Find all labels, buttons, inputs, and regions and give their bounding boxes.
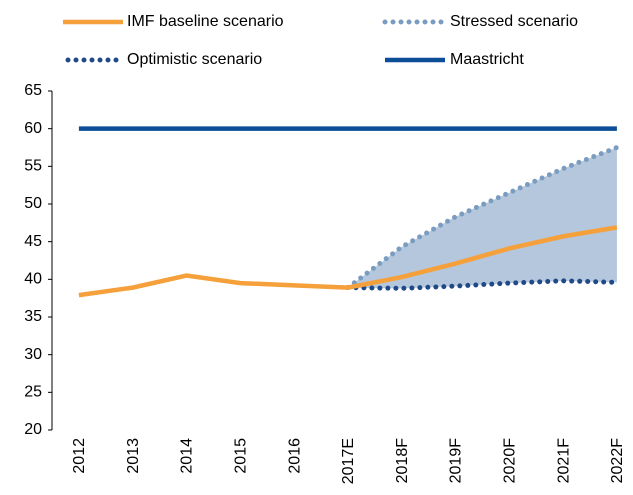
- x-tick-label: 2015: [233, 438, 250, 474]
- x-tick-label: 2012: [71, 438, 88, 474]
- x-tick-label: 2022F: [609, 438, 626, 484]
- range-band: [347, 147, 617, 289]
- x-tick-label: 2016: [286, 438, 303, 474]
- series-line: [345, 145, 620, 291]
- y-tick-label: 30: [24, 346, 42, 363]
- series-line: [345, 278, 620, 291]
- legend-label: Maastricht: [450, 51, 524, 68]
- y-tick-label: 65: [24, 82, 42, 99]
- y-tick-label: 20: [24, 421, 42, 438]
- x-tick-label: 2021F: [555, 438, 572, 484]
- y-tick-label: 40: [24, 271, 42, 288]
- legend-label: Stressed scenario: [450, 13, 578, 30]
- x-tick-label: 2017E: [340, 438, 357, 484]
- series-line: [78, 225, 618, 298]
- legend-label: IMF baseline scenario: [127, 13, 284, 30]
- x-tick-label: 2013: [125, 438, 142, 474]
- x-tick-label: 2014: [179, 438, 196, 474]
- legend-label: Optimistic scenario: [127, 51, 262, 68]
- y-tick-label: 60: [24, 120, 42, 137]
- y-tick-label: 55: [24, 158, 42, 175]
- y-tick-label: 25: [24, 384, 42, 401]
- x-tick-label: 2019F: [448, 438, 465, 484]
- y-tick-label: 45: [24, 233, 42, 250]
- x-tick-label: 2018F: [394, 438, 411, 484]
- y-tick-label: 50: [24, 195, 42, 212]
- y-tick-label: 35: [24, 308, 42, 325]
- x-tick-label: 2020F: [502, 438, 519, 484]
